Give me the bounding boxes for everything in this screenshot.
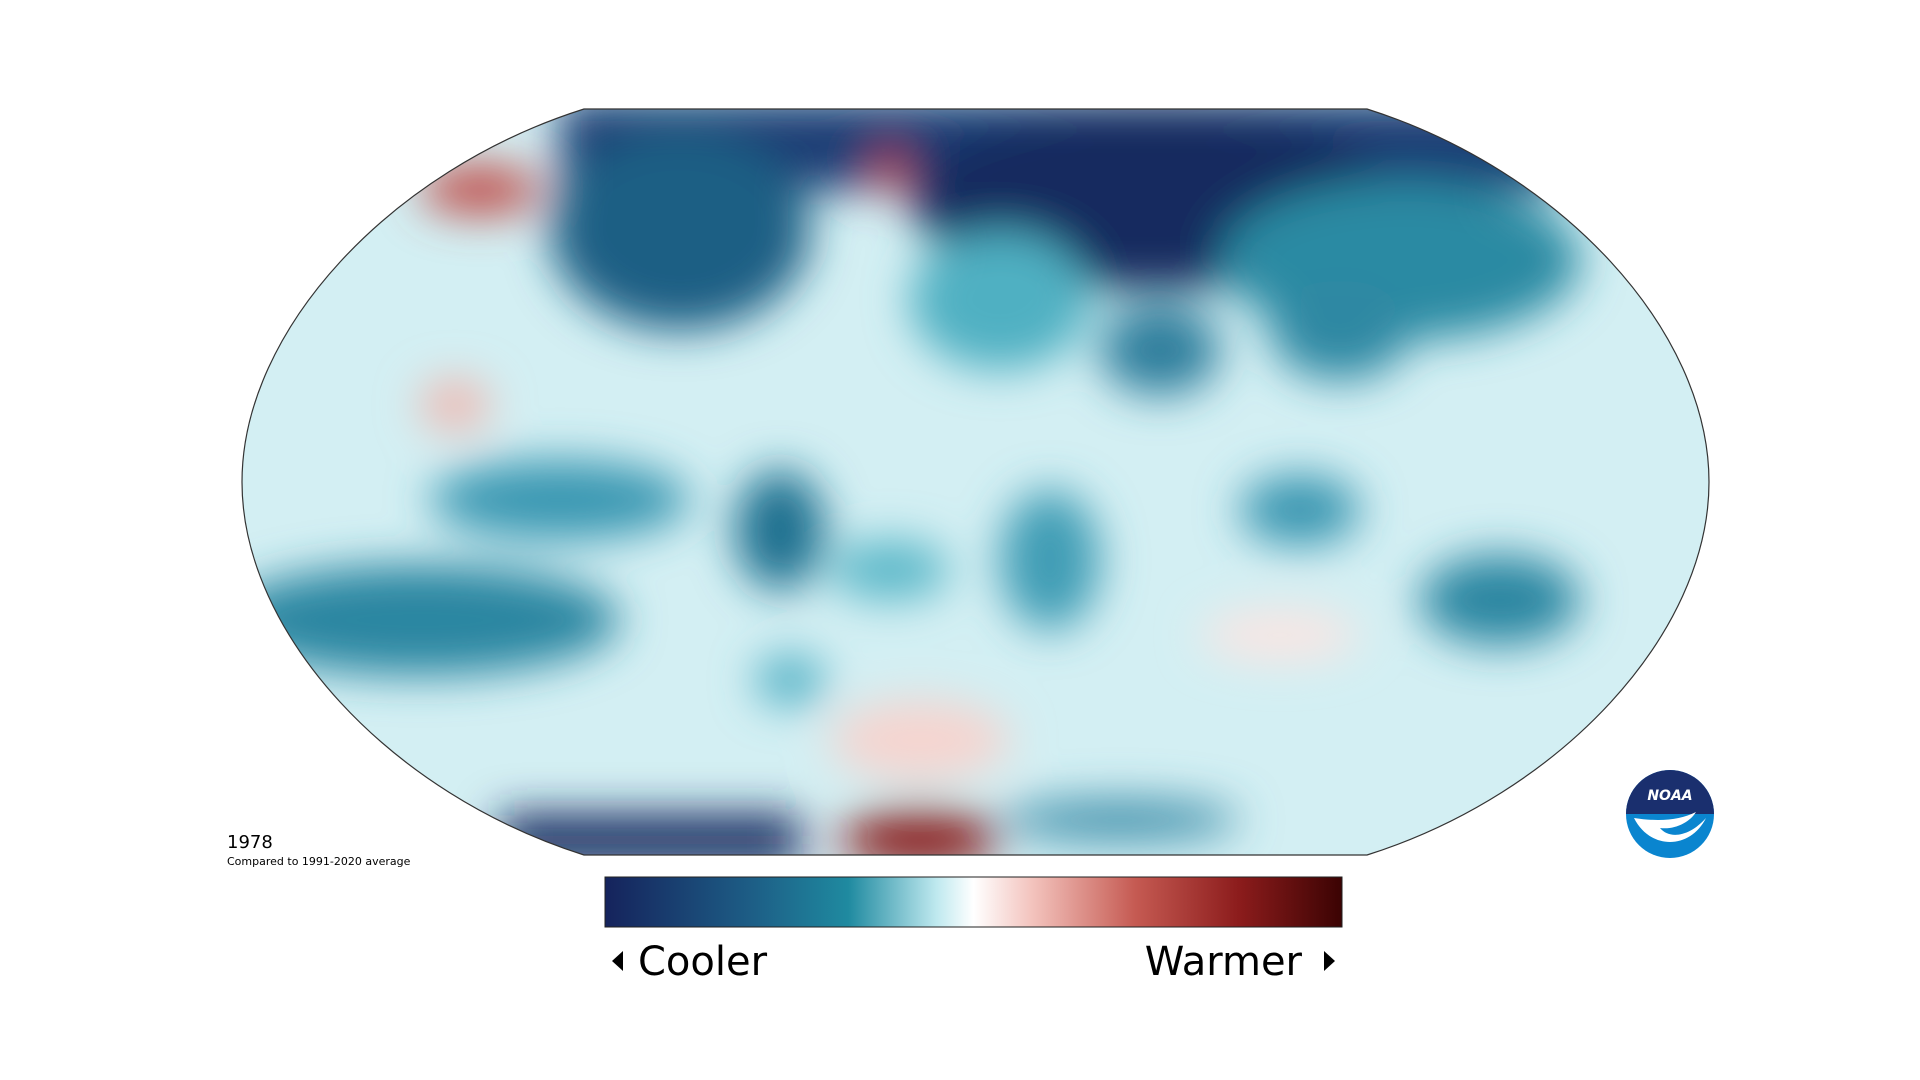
- arrow-left: [612, 951, 623, 971]
- year-label: 1978: [227, 832, 273, 853]
- anomaly-field: [242, 109, 1709, 855]
- logo-text: NOAA: [1647, 788, 1692, 804]
- arrow-right: [1324, 951, 1335, 971]
- subtitle: Compared to 1991-2020 average: [227, 855, 411, 868]
- legend-low: Cooler: [638, 939, 768, 985]
- map-outline: [241, 108, 1710, 856]
- color-bar: [604, 876, 1343, 928]
- noaa-logo: NOAA: [1626, 770, 1714, 858]
- legend-high: Warmer: [1145, 939, 1303, 985]
